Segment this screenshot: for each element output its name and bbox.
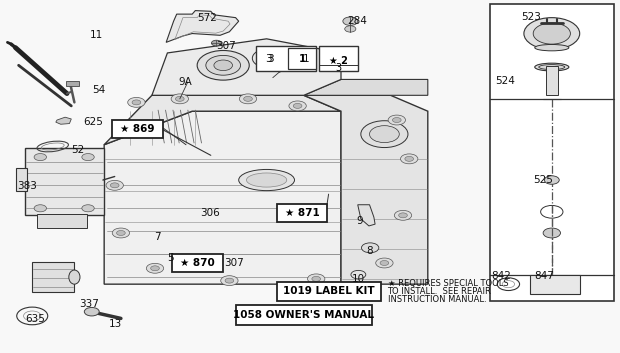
- FancyBboxPatch shape: [277, 282, 381, 301]
- Circle shape: [289, 101, 306, 111]
- Polygon shape: [166, 11, 239, 42]
- Text: 52: 52: [71, 145, 84, 155]
- Circle shape: [175, 96, 184, 101]
- Text: 383: 383: [17, 181, 37, 191]
- Text: ★ 870: ★ 870: [180, 258, 215, 268]
- Text: ★ 871: ★ 871: [285, 208, 319, 218]
- Circle shape: [388, 115, 405, 125]
- Text: 3: 3: [265, 54, 272, 64]
- FancyBboxPatch shape: [490, 4, 614, 301]
- Text: 9A: 9A: [179, 77, 192, 87]
- Text: 1058 OWNER'S MANUAL: 1058 OWNER'S MANUAL: [233, 310, 374, 320]
- Circle shape: [34, 205, 46, 212]
- FancyBboxPatch shape: [530, 275, 580, 294]
- FancyBboxPatch shape: [66, 81, 79, 86]
- FancyBboxPatch shape: [37, 214, 87, 228]
- Polygon shape: [104, 111, 341, 284]
- Circle shape: [361, 121, 408, 148]
- Circle shape: [259, 52, 281, 65]
- Circle shape: [394, 210, 412, 220]
- Circle shape: [214, 60, 232, 71]
- Text: 5: 5: [167, 253, 174, 263]
- Circle shape: [392, 118, 401, 122]
- Ellipse shape: [539, 65, 565, 70]
- Circle shape: [221, 276, 238, 286]
- Circle shape: [82, 154, 94, 161]
- Text: 306: 306: [200, 208, 220, 217]
- Text: 54: 54: [92, 85, 105, 95]
- Ellipse shape: [534, 44, 569, 51]
- Circle shape: [84, 307, 99, 316]
- Text: 847: 847: [534, 271, 554, 281]
- Text: 3: 3: [268, 54, 274, 64]
- Text: 307: 307: [224, 258, 244, 268]
- Text: 8: 8: [366, 246, 373, 256]
- Circle shape: [211, 40, 221, 46]
- Text: ★ REQUIRES SPECIAL TOOLS: ★ REQUIRES SPECIAL TOOLS: [388, 279, 508, 288]
- Text: 635: 635: [25, 315, 45, 324]
- Text: 10: 10: [352, 274, 365, 284]
- Circle shape: [380, 261, 389, 265]
- Circle shape: [244, 96, 252, 101]
- Circle shape: [399, 213, 407, 218]
- Text: 1: 1: [303, 54, 309, 64]
- Ellipse shape: [239, 169, 294, 191]
- Polygon shape: [104, 95, 341, 145]
- FancyBboxPatch shape: [172, 254, 223, 272]
- Circle shape: [225, 278, 234, 283]
- Circle shape: [110, 183, 119, 188]
- Circle shape: [117, 231, 125, 235]
- Circle shape: [128, 97, 145, 107]
- Circle shape: [343, 17, 358, 25]
- Circle shape: [146, 263, 164, 273]
- Text: 284: 284: [347, 16, 367, 26]
- Polygon shape: [152, 39, 341, 95]
- Circle shape: [345, 26, 356, 32]
- Text: ★ 2: ★ 2: [329, 56, 348, 66]
- Circle shape: [197, 50, 249, 80]
- FancyBboxPatch shape: [256, 46, 316, 71]
- Circle shape: [524, 18, 580, 49]
- FancyBboxPatch shape: [32, 262, 74, 292]
- Circle shape: [533, 23, 570, 44]
- Text: 524: 524: [495, 76, 515, 86]
- Circle shape: [106, 180, 123, 190]
- Text: 3: 3: [335, 63, 342, 73]
- Circle shape: [252, 48, 287, 68]
- FancyBboxPatch shape: [16, 168, 27, 191]
- FancyBboxPatch shape: [277, 204, 327, 222]
- FancyBboxPatch shape: [112, 120, 163, 138]
- Circle shape: [293, 103, 302, 108]
- Ellipse shape: [534, 63, 569, 71]
- Polygon shape: [304, 79, 428, 95]
- Circle shape: [34, 154, 46, 161]
- FancyBboxPatch shape: [236, 305, 372, 325]
- Circle shape: [401, 154, 418, 164]
- FancyBboxPatch shape: [319, 46, 358, 71]
- Text: eReplacementParts.com: eReplacementParts.com: [179, 192, 366, 207]
- Text: INSTRUCTION MANUAL.: INSTRUCTION MANUAL.: [388, 295, 486, 304]
- Circle shape: [543, 228, 560, 238]
- Polygon shape: [358, 205, 375, 226]
- Text: 11: 11: [90, 30, 103, 40]
- Text: 307: 307: [216, 41, 236, 51]
- Circle shape: [312, 276, 321, 281]
- Text: 7: 7: [154, 232, 161, 241]
- Text: 13: 13: [108, 319, 122, 329]
- Ellipse shape: [69, 270, 80, 284]
- Text: TO INSTALL.  SEE REPAIR: TO INSTALL. SEE REPAIR: [388, 287, 492, 296]
- Circle shape: [405, 156, 414, 161]
- Circle shape: [239, 94, 257, 104]
- Circle shape: [370, 126, 399, 143]
- Text: 1: 1: [298, 54, 306, 64]
- Text: 525: 525: [533, 175, 553, 185]
- Circle shape: [171, 94, 188, 104]
- Circle shape: [206, 55, 241, 75]
- Polygon shape: [25, 148, 104, 215]
- Circle shape: [132, 100, 141, 105]
- Text: 842: 842: [492, 271, 512, 281]
- FancyBboxPatch shape: [288, 48, 316, 69]
- FancyBboxPatch shape: [546, 66, 558, 95]
- Text: 337: 337: [79, 299, 99, 309]
